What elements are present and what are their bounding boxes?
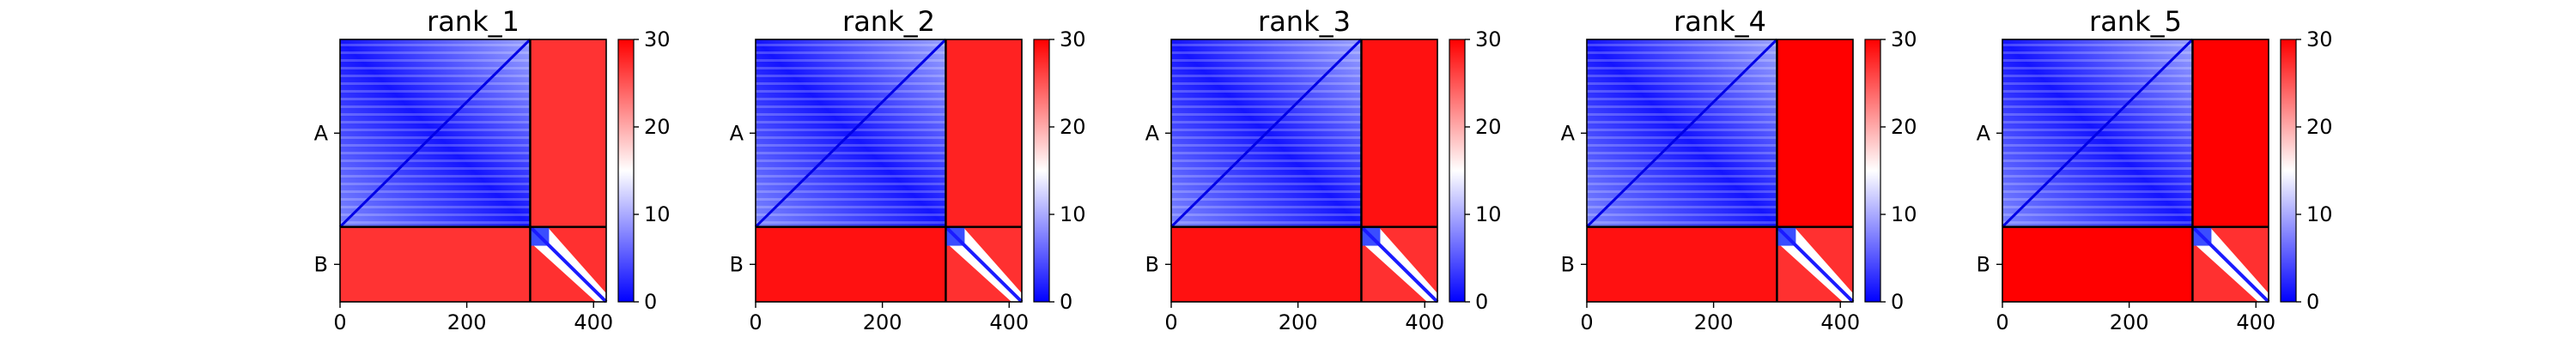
y-tick-label: A	[1561, 121, 1576, 145]
y-tick-label: A	[730, 121, 744, 145]
colorbar-tick-label: 0	[2306, 290, 2319, 314]
x-tick-label: 200	[447, 310, 487, 334]
colorbar-tick-label: 0	[1475, 290, 1488, 314]
panel-title: rank_1	[427, 5, 519, 38]
block-a-a-diagonal	[1585, 38, 1778, 228]
y-tick-label: B	[1977, 252, 1990, 276]
x-tick-label: 200	[1279, 310, 1318, 334]
x-tick-label: 0	[749, 310, 762, 334]
colorbar-tick-label: 30	[1891, 27, 1917, 51]
colorbar-tick-label: 20	[2306, 115, 2333, 139]
block-b-b-diagonal	[529, 226, 608, 304]
x-tick-label: 400	[989, 310, 1029, 334]
colorbar-tick-label: 20	[1475, 115, 1502, 139]
colorbar-tick-label: 30	[644, 27, 671, 51]
x-tick-label: 0	[1996, 310, 2008, 334]
block-b-a	[756, 226, 946, 302]
block-b-b-diagonal	[1776, 226, 1855, 304]
colorbar-tick-label: 20	[1891, 115, 1917, 139]
x-tick-label: 200	[1694, 310, 1734, 334]
heatmap-panel: rank_2 0 200 400 A B 0 10 20 30	[730, 5, 1086, 334]
block-a-a-diagonal	[754, 38, 947, 228]
x-tick-label: 400	[574, 310, 613, 334]
x-tick-label: 400	[2236, 310, 2275, 334]
block-a-b	[945, 39, 1022, 227]
block-b-a	[340, 226, 531, 302]
y-tick-label: B	[1145, 252, 1159, 276]
block-a-b	[1361, 39, 1437, 227]
panel-title: rank_2	[842, 5, 935, 38]
colorbar-tick-label: 20	[644, 115, 671, 139]
block-b-a	[1587, 226, 1777, 302]
colorbar-tick-label: 10	[1060, 202, 1086, 226]
colorbar-tick-label: 10	[2306, 202, 2333, 226]
block-a-b	[530, 39, 606, 227]
x-tick-label: 0	[1580, 310, 1593, 334]
colorbar	[1033, 39, 1050, 303]
block-a-a-diagonal	[2001, 38, 2194, 228]
panel-title: rank_4	[1674, 5, 1766, 38]
colorbar-tick-label: 30	[1475, 27, 1502, 51]
x-tick-label: 200	[863, 310, 902, 334]
y-tick-label: A	[314, 121, 329, 145]
panel-title: rank_3	[1258, 5, 1351, 38]
axes-frame	[1170, 39, 1438, 303]
colorbar-tick-label: 0	[1060, 290, 1072, 314]
y-tick-label: A	[1977, 121, 1991, 145]
block-b-b-diagonal	[1360, 226, 1439, 304]
x-tick-label: 400	[1405, 310, 1444, 334]
colorbar-tick-label: 20	[1060, 115, 1086, 139]
colorbar-tick-label: 10	[1475, 202, 1502, 226]
y-tick-label: B	[314, 252, 328, 276]
colorbar-tick-label: 0	[644, 290, 657, 314]
colorbar-tick-label: 30	[2306, 27, 2333, 51]
x-tick-label: 400	[1820, 310, 1860, 334]
block-a-a-diagonal	[1170, 38, 1363, 228]
heatmap-panel: rank_1 0 200 400 A B 0 10 20 30	[314, 5, 671, 334]
block-b-a	[1171, 226, 1362, 302]
colorbar	[1864, 39, 1881, 303]
block-a-b	[1777, 39, 1853, 227]
heatmap-panel: rank_5 0 200 400 A B 0 10 20 30	[1977, 5, 2333, 334]
colorbar	[2280, 39, 2297, 303]
x-tick-label: 0	[333, 310, 346, 334]
heatmap-panel: rank_3 0 200 400 A B 0 10 20 30	[1145, 5, 1502, 334]
colorbar-tick-label: 10	[644, 202, 671, 226]
block-a-b	[2192, 39, 2269, 227]
block-a-a-diagonal	[338, 38, 532, 228]
axes-frame	[2002, 39, 2269, 303]
panel-title: rank_5	[2089, 5, 2182, 38]
y-tick-label: B	[1561, 252, 1575, 276]
axes-frame	[339, 39, 607, 303]
x-tick-label: 200	[2110, 310, 2149, 334]
x-tick-label: 0	[1164, 310, 1177, 334]
colorbar	[617, 39, 635, 303]
colorbar-tick-label: 0	[1891, 290, 1904, 314]
y-tick-label: B	[730, 252, 744, 276]
axes-frame	[755, 39, 1023, 303]
y-tick-label: A	[1145, 121, 1160, 145]
block-b-b-diagonal	[945, 226, 1024, 304]
block-b-b-diagonal	[2191, 226, 2270, 304]
colorbar-tick-label: 30	[1060, 27, 1086, 51]
colorbar-tick-label: 10	[1891, 202, 1917, 226]
axes-frame	[1586, 39, 1854, 303]
heatmap-panel: rank_4 0 200 400 A B 0 10 20 30	[1561, 5, 1917, 334]
colorbar	[1449, 39, 1466, 303]
block-b-a	[2002, 226, 2193, 302]
